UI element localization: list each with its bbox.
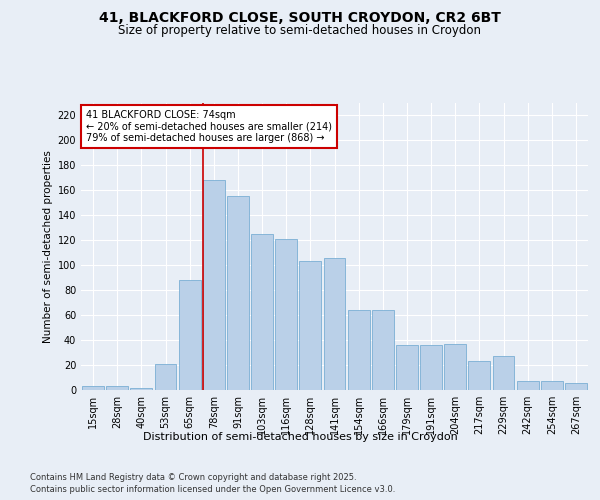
Bar: [348, 310, 370, 390]
Bar: [106, 386, 128, 390]
Bar: [396, 345, 418, 390]
Y-axis label: Number of semi-detached properties: Number of semi-detached properties: [43, 150, 53, 342]
Text: 41 BLACKFORD CLOSE: 74sqm
← 20% of semi-detached houses are smaller (214)
79% of: 41 BLACKFORD CLOSE: 74sqm ← 20% of semi-…: [86, 110, 332, 143]
Bar: [82, 386, 104, 390]
Bar: [299, 261, 321, 390]
Bar: [323, 258, 346, 390]
Bar: [517, 381, 539, 390]
Bar: [155, 364, 176, 390]
Bar: [565, 382, 587, 390]
Bar: [541, 381, 563, 390]
Bar: [445, 344, 466, 390]
Text: Contains HM Land Registry data © Crown copyright and database right 2025.: Contains HM Land Registry data © Crown c…: [30, 472, 356, 482]
Bar: [203, 180, 224, 390]
Text: Size of property relative to semi-detached houses in Croydon: Size of property relative to semi-detach…: [119, 24, 482, 37]
Bar: [130, 388, 152, 390]
Text: 41, BLACKFORD CLOSE, SOUTH CROYDON, CR2 6BT: 41, BLACKFORD CLOSE, SOUTH CROYDON, CR2 …: [99, 11, 501, 25]
Text: Distribution of semi-detached houses by size in Croydon: Distribution of semi-detached houses by …: [143, 432, 457, 442]
Text: Contains public sector information licensed under the Open Government Licence v3: Contains public sector information licen…: [30, 485, 395, 494]
Bar: [493, 356, 514, 390]
Bar: [420, 345, 442, 390]
Bar: [227, 196, 249, 390]
Bar: [469, 361, 490, 390]
Bar: [275, 239, 297, 390]
Bar: [251, 234, 273, 390]
Bar: [179, 280, 200, 390]
Bar: [372, 310, 394, 390]
